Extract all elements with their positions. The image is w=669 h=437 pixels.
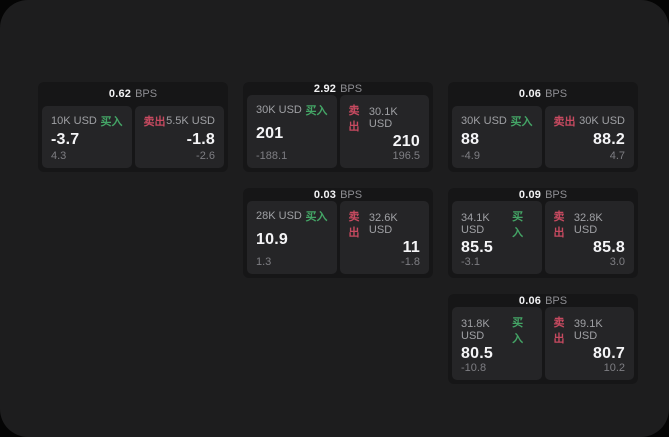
buy-amount: 28K USD (256, 210, 302, 222)
buy-panel[interactable]: 30K USD 买入 88 -4.9 (452, 106, 542, 168)
buy-sell-panels: 34.1K USD 买入 85.5 -3.1 卖出 32.8K USD 85.8… (452, 201, 634, 274)
buy-sell-panels: 30K USD 买入 88 -4.9 卖出 30K USD 88.2 4.7 (452, 106, 634, 168)
quote-card-3: 0.06 BPS 30K USD 买入 88 -4.9 卖出 30K USD (448, 82, 638, 172)
sell-amount: 32.6K USD (368, 212, 398, 236)
buy-panel[interactable]: 34.1K USD 买入 85.5 -3.1 (452, 201, 542, 274)
buy-amount: 31.8K USD (461, 318, 490, 342)
quote-card-1: 0.62 BPS 10K USD 买入 -3.7 4.3 卖出 5.5K USD (38, 82, 228, 172)
buy-delta: 4.3 (51, 150, 67, 162)
sell-side-label: 卖出 (143, 116, 166, 128)
buy-side-label: 买入 (100, 116, 123, 128)
sell-panel[interactable]: 卖出 5.5K USD -1.8 -2.6 (134, 106, 224, 168)
sell-delta: -1.8 (401, 256, 420, 268)
sell-amount: 30K USD (579, 115, 625, 127)
sell-delta: 196.5 (392, 150, 420, 162)
sell-panel[interactable]: 卖出 30K USD 88.2 4.7 (544, 106, 634, 168)
buy-price: 10.9 (256, 231, 288, 248)
quote-card-2: 2.92 BPS 30K USD 买入 201 -188.1 卖出 30.1K … (243, 82, 433, 172)
buy-price: 88 (461, 130, 480, 148)
buy-side-label: 买入 (512, 211, 524, 239)
bps-value: 0.06 (518, 294, 542, 307)
quote-card-4: 0.03 BPS 28K USD 买入 10.9 1.3 卖出 32.6K US… (243, 188, 433, 278)
buy-side-label: 买入 (512, 317, 524, 345)
bps-unit-label: BPS (340, 82, 363, 95)
buy-side-label: 买入 (305, 211, 328, 223)
buy-sell-panels: 28K USD 买入 10.9 1.3 卖出 32.6K USD 11 -1.8 (247, 201, 429, 274)
buy-amount: 30K USD (256, 104, 302, 116)
sell-side-label: 卖出 (553, 116, 576, 128)
quote-card-grid: 0.62 BPS 10K USD 买入 -3.7 4.3 卖出 5.5K USD (38, 82, 638, 384)
buy-sell-panels: 31.8K USD 买入 80.5 -10.8 卖出 39.1K USD 80.… (452, 307, 634, 380)
bps-value: 2.92 (313, 82, 337, 95)
buy-price: -3.7 (51, 130, 80, 148)
sell-amount: 5.5K USD (166, 115, 215, 127)
sell-delta: 10.2 (603, 362, 625, 374)
bps-unit-label: BPS (135, 88, 158, 100)
quote-card-6: 0.06 BPS 31.8K USD 买入 80.5 -10.8 卖出 39.1… (448, 294, 638, 384)
bps-header: 0.06 BPS (448, 294, 638, 307)
bps-unit-label: BPS (340, 188, 363, 201)
sell-price: -1.8 (186, 130, 215, 148)
sell-side-label: 卖出 (553, 317, 565, 345)
buy-delta: -10.8 (461, 362, 487, 374)
buy-panel[interactable]: 31.8K USD 买入 80.5 -10.8 (452, 307, 542, 380)
bps-header: 0.03 BPS (243, 188, 433, 201)
bps-value: 0.09 (518, 188, 542, 201)
bps-header: 0.06 BPS (448, 82, 638, 106)
sell-amount: 32.8K USD (573, 212, 603, 236)
sell-side-label: 卖出 (553, 211, 565, 239)
buy-delta: -3.1 (461, 256, 480, 268)
sell-side-label: 卖出 (348, 211, 360, 239)
buy-side-label: 买入 (305, 105, 328, 117)
bps-header: 0.62 BPS (38, 82, 228, 106)
sell-delta: -2.6 (196, 150, 215, 162)
buy-panel[interactable]: 28K USD 买入 10.9 1.3 (247, 201, 337, 274)
sell-panel[interactable]: 卖出 32.6K USD 11 -1.8 (339, 201, 429, 274)
sell-amount: 39.1K USD (573, 318, 603, 342)
bps-value: 0.03 (313, 188, 337, 201)
buy-price: 201 (256, 125, 284, 142)
buy-delta: -4.9 (461, 150, 480, 162)
bps-value: 0.62 (108, 88, 132, 100)
quote-card-5: 0.09 BPS 34.1K USD 买入 85.5 -3.1 卖出 32.8K… (448, 188, 638, 278)
buy-sell-panels: 10K USD 买入 -3.7 4.3 卖出 5.5K USD -1.8 -2.… (42, 106, 224, 168)
sell-price: 85.8 (593, 239, 625, 256)
bps-unit-label: BPS (545, 188, 568, 201)
sell-price: 80.7 (593, 345, 625, 362)
buy-delta: -188.1 (256, 150, 288, 162)
bps-header: 2.92 BPS (243, 82, 433, 95)
buy-amount: 34.1K USD (461, 212, 490, 236)
sell-side-label: 卖出 (348, 105, 360, 133)
buy-price: 85.5 (461, 239, 493, 256)
bps-unit-label: BPS (545, 294, 568, 307)
sell-amount: 30.1K USD (368, 106, 398, 130)
buy-amount: 30K USD (461, 115, 507, 127)
sell-delta: 4.7 (609, 150, 625, 162)
bps-header: 0.09 BPS (448, 188, 638, 201)
buy-panel[interactable]: 10K USD 买入 -3.7 4.3 (42, 106, 132, 168)
sell-price: 88.2 (593, 130, 625, 148)
buy-price: 80.5 (461, 345, 493, 362)
bps-value: 0.06 (518, 88, 542, 100)
sell-panel[interactable]: 卖出 30.1K USD 210 196.5 (339, 95, 429, 168)
buy-side-label: 买入 (510, 116, 533, 128)
sell-panel[interactable]: 卖出 39.1K USD 80.7 10.2 (544, 307, 634, 380)
buy-delta: 1.3 (256, 256, 272, 268)
sell-delta: 3.0 (609, 256, 625, 268)
bps-unit-label: BPS (545, 88, 568, 100)
sell-panel[interactable]: 卖出 32.8K USD 85.8 3.0 (544, 201, 634, 274)
buy-amount: 10K USD (51, 115, 97, 127)
buy-panel[interactable]: 30K USD 买入 201 -188.1 (247, 95, 337, 168)
sell-price: 210 (392, 133, 420, 150)
sell-price: 11 (402, 239, 420, 256)
buy-sell-panels: 30K USD 买入 201 -188.1 卖出 30.1K USD 210 1… (247, 95, 429, 168)
